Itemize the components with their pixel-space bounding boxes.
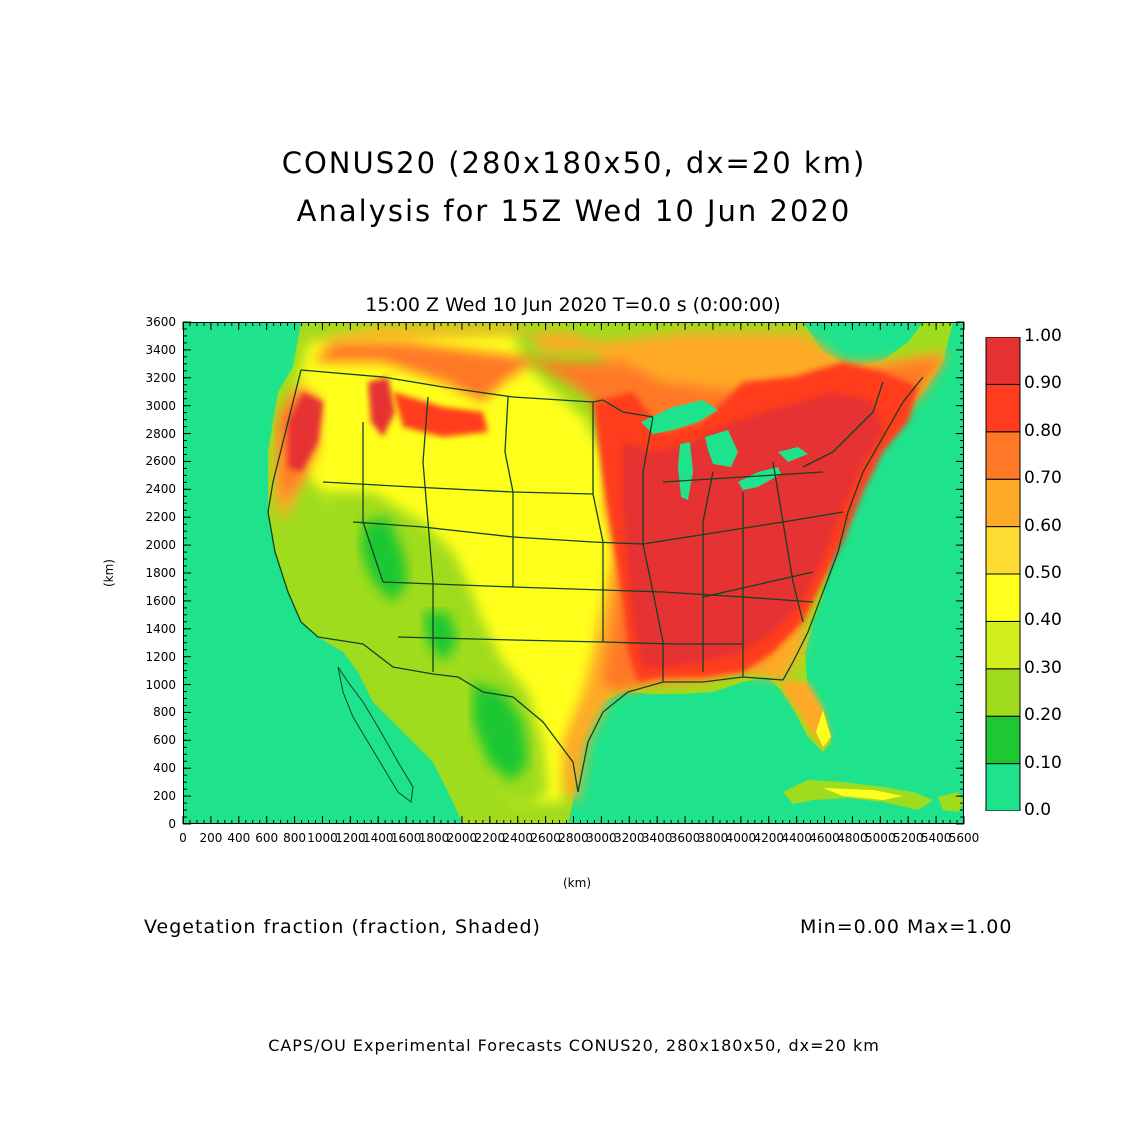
y-tick-label: 2800 [145, 426, 176, 441]
colorbar-segment [985, 383, 1021, 433]
y-tick-label: 1000 [145, 677, 176, 692]
x-tick-label: 1600 [390, 831, 422, 845]
y-tick-label: 1600 [145, 593, 176, 608]
colorbar-label: 0.80 [1024, 420, 1062, 441]
y-tick-label: 0 [168, 817, 176, 831]
y-tick-label: 1400 [145, 621, 176, 636]
y-tick-label: 2000 [145, 538, 176, 553]
y-tick-label: 3400 [145, 342, 176, 357]
colorbar-segment [985, 337, 1021, 385]
x-tick-label: 4000 [725, 831, 757, 845]
plot-time-title: 15:00 Z Wed 10 Jun 2020 T=0.0 s (0:00:00… [365, 294, 781, 316]
field-description: Vegetation fraction (fraction, Shaded) [144, 916, 541, 938]
x-tick-label: 1200 [335, 831, 366, 845]
credits-footer: CAPS/OU Experimental Forecasts CONUS20, … [268, 1036, 880, 1055]
colorbar-label: 0.60 [1024, 515, 1062, 536]
min-max-readout: Min=0.00 Max=1.00 [800, 916, 1013, 938]
x-tick-label: 5200 [892, 831, 924, 845]
x-tick-label: 200 [199, 831, 223, 845]
x-tick-label: 3600 [669, 831, 701, 845]
x-tick-label: 2600 [530, 831, 561, 845]
x-tick-label: 2400 [502, 831, 533, 845]
x-tick-label: 1800 [418, 831, 450, 845]
x-tick-label: 4600 [809, 831, 840, 845]
vegetation-map [183, 322, 964, 824]
x-tick-label: 3000 [586, 831, 617, 845]
colorbar-label: 0.40 [1024, 610, 1062, 631]
x-tick-label: 5600 [948, 831, 980, 845]
x-tick-label: 3400 [641, 831, 673, 845]
x-tick-label: 2800 [558, 831, 589, 845]
y-tick-label: 3000 [145, 398, 176, 413]
x-tick-label: 0 [179, 831, 187, 845]
x-tick-label: 400 [227, 831, 251, 845]
y-tick-label: 2400 [145, 482, 176, 497]
subtitle: Analysis for 15Z Wed 10 Jun 2020 [296, 194, 852, 228]
colorbar-segment [985, 526, 1021, 575]
colorbar-label: 0.50 [1024, 563, 1062, 583]
main-title: CONUS20 (280x180x50, dx=20 km) [281, 146, 867, 180]
y-tick-label: 3200 [145, 370, 176, 385]
y-tick-label: 200 [153, 789, 176, 804]
colorbar-segment [985, 431, 1021, 480]
x-tick-label: 3200 [614, 831, 645, 845]
y-tick-label: 2600 [145, 454, 176, 469]
x-axis-label: (km) [563, 876, 592, 890]
y-tick-label: 600 [153, 733, 176, 748]
baja-california [337, 666, 414, 803]
y-tick-label: 1200 [145, 649, 176, 664]
y-axis-label: (km) [102, 558, 117, 588]
y-tick-label: 800 [153, 705, 176, 720]
x-tick-label: 4400 [781, 831, 812, 845]
colorbar-segment [985, 715, 1021, 765]
colorbar-label: 1.00 [1024, 326, 1062, 346]
hispaniola [938, 792, 964, 812]
colorbar-segment [985, 668, 1021, 717]
colorbar-label: 0.90 [1024, 373, 1062, 394]
colorbar-label: 0.30 [1024, 657, 1062, 678]
colorbar-label: 0.20 [1024, 705, 1062, 726]
y-tick-label: 3600 [145, 315, 176, 329]
great-lakes [641, 400, 808, 500]
x-tick-label: 4800 [837, 831, 868, 845]
x-tick-label: 1400 [362, 831, 394, 845]
x-tick-label: 5000 [865, 831, 896, 845]
colorbar-segment [985, 763, 1021, 811]
x-tick-label: 600 [255, 831, 279, 845]
colorbar-label: 0.0 [1024, 800, 1052, 820]
y-tick-label: 400 [153, 761, 176, 776]
colorbar-label: 0.70 [1024, 468, 1062, 489]
colorbar [985, 337, 1021, 811]
x-tick-label: 3800 [697, 831, 729, 845]
x-tick-label: 5400 [920, 831, 952, 845]
x-tick-label: 2000 [446, 831, 478, 845]
x-tick-label: 4200 [753, 831, 785, 845]
colorbar-segment [985, 573, 1021, 622]
y-tick-label: 2200 [145, 510, 176, 525]
x-tick-label: 1000 [307, 831, 338, 845]
political-borders [267, 369, 924, 793]
x-tick-label: 800 [283, 831, 307, 845]
y-tick-label: 1800 [145, 566, 176, 580]
colorbar-label: 0.10 [1024, 752, 1062, 773]
x-tick-label: 2200 [474, 831, 506, 845]
colorbar-segment [985, 620, 1021, 670]
colorbar-segment [985, 478, 1021, 528]
